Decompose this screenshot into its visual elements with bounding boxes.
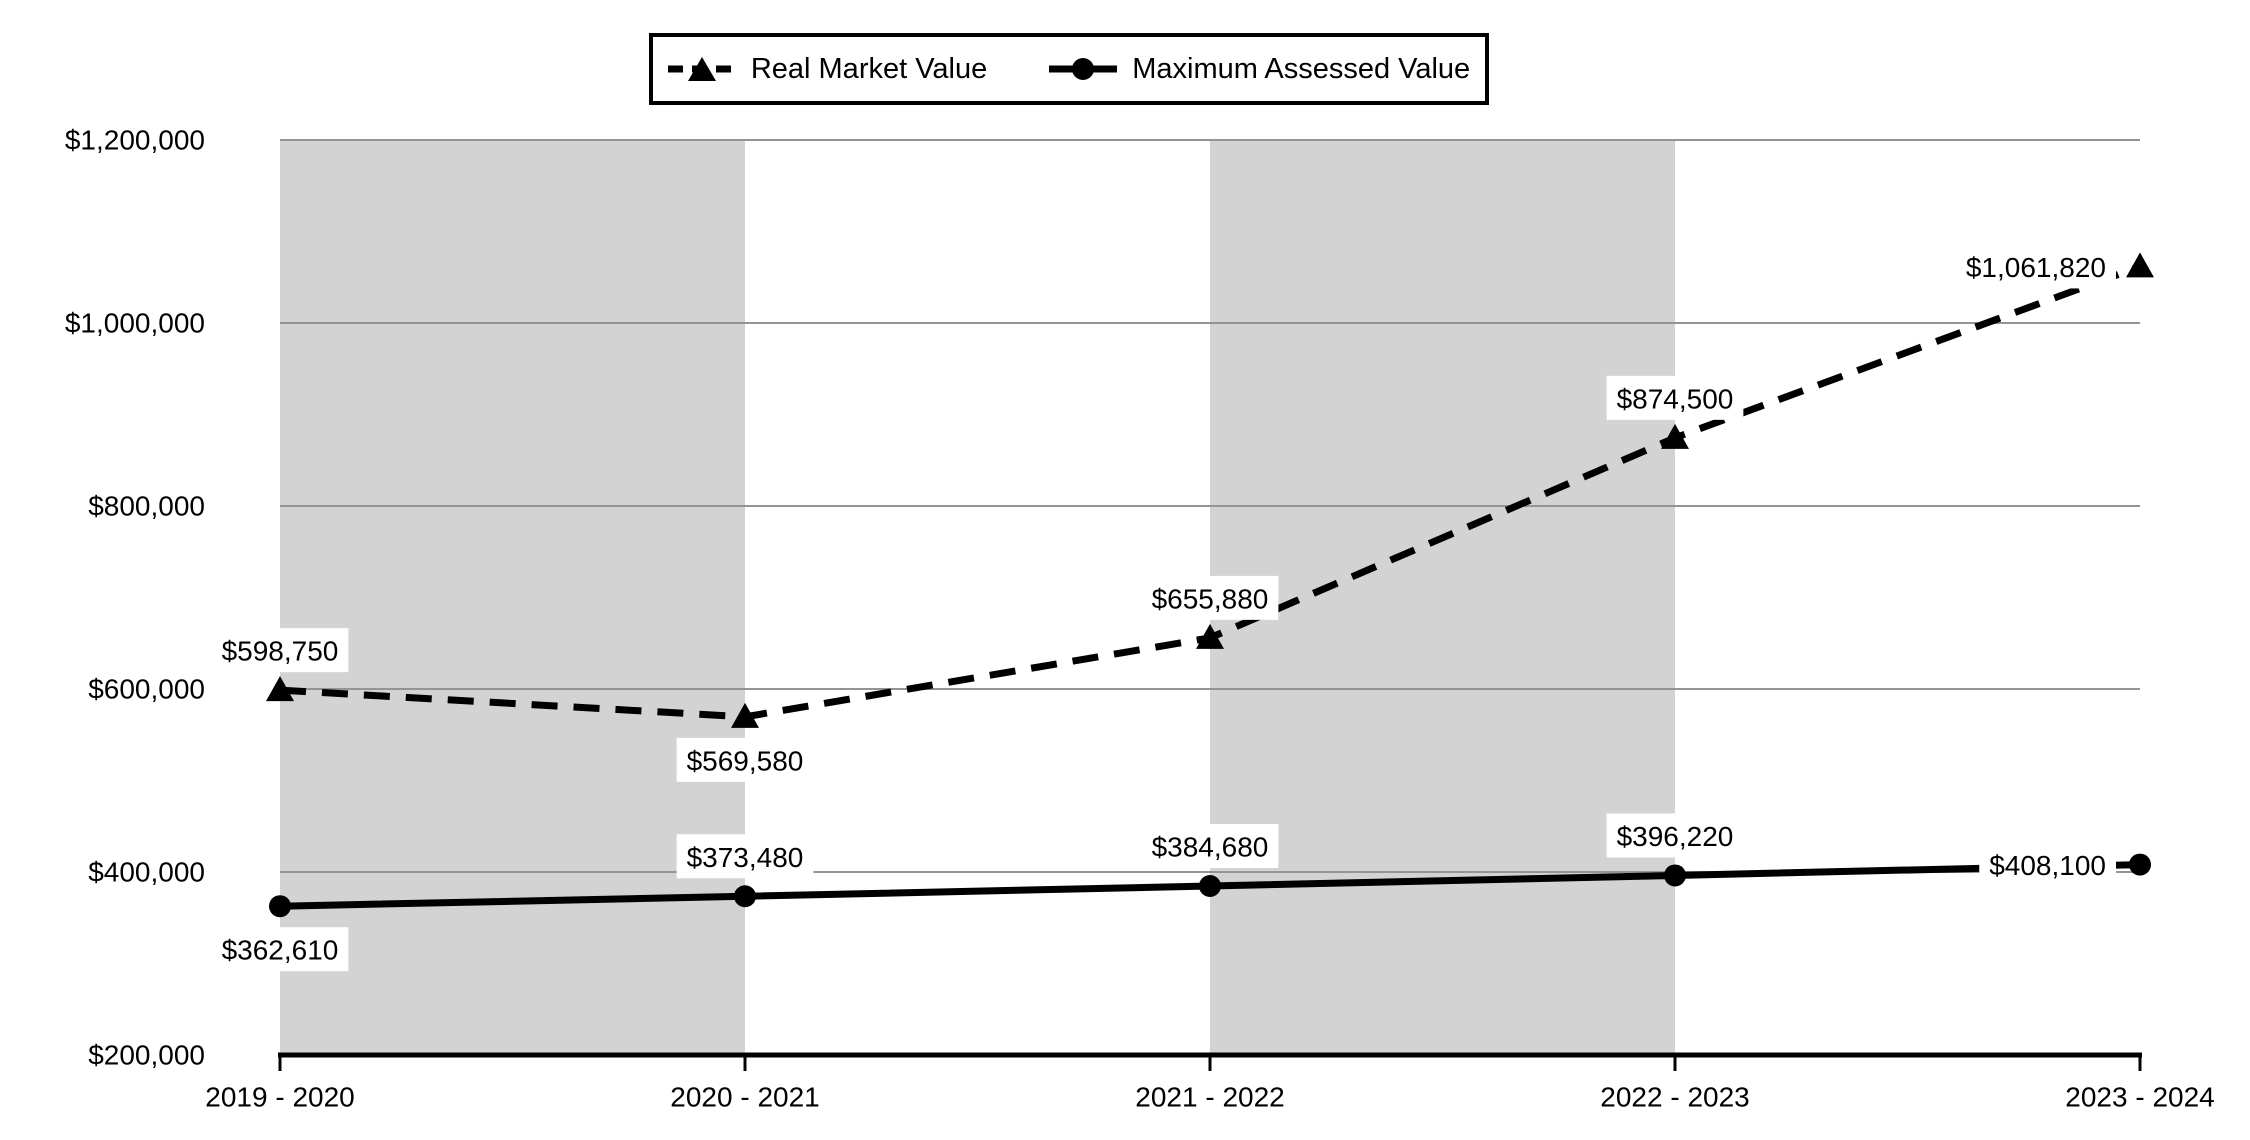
y-axis-tick-label: $200,000	[88, 1040, 205, 1071]
plot-band	[1210, 140, 1675, 1055]
data-label-text: $373,480	[687, 842, 804, 873]
data-label: $874,500	[1606, 375, 1744, 420]
triangle-marker	[1661, 423, 1689, 449]
data-label-background	[1141, 824, 1279, 869]
data-label-text: $384,680	[1152, 832, 1269, 863]
data-label-text: $598,750	[222, 636, 339, 667]
circle-marker	[2129, 853, 2151, 876]
triangle-marker	[1196, 623, 1224, 649]
data-label: $396,220	[1606, 813, 1744, 858]
circle-marker	[1664, 864, 1686, 887]
y-axis-tick-label: $1,200,000	[65, 125, 205, 156]
data-label-text: $1,061,820	[1966, 252, 2106, 283]
data-label-background	[211, 927, 349, 972]
legend: Real Market Value Maximum Assessed Value	[649, 33, 1489, 105]
x-axis-category-label: 2022 - 2023	[1600, 1082, 1749, 1113]
data-label-background	[676, 737, 814, 782]
x-axis-category-label: 2019 - 2020	[205, 1082, 354, 1113]
data-label-text: $569,580	[687, 745, 804, 776]
data-label-background	[1141, 575, 1279, 620]
x-axis-category-label: 2021 - 2022	[1135, 1082, 1284, 1113]
legend-label: Maximum Assessed Value	[1132, 52, 1471, 85]
circle-marker	[269, 895, 291, 918]
data-label: $655,880	[1141, 575, 1279, 620]
triangle-marker	[266, 676, 294, 702]
x-axis-category-label: 2023 - 2024	[2065, 1082, 2214, 1113]
data-label-text: $362,610	[222, 935, 339, 966]
data-label: $373,480	[676, 834, 814, 879]
data-label-background	[211, 628, 349, 673]
data-label-background	[1979, 842, 2116, 887]
y-axis-tick-label: $600,000	[88, 674, 205, 705]
solid-line-circle-icon	[1049, 58, 1118, 80]
x-axis-category-label: 2020 - 2021	[670, 1082, 819, 1113]
plot-band	[280, 140, 745, 1055]
data-label-background	[1606, 375, 1744, 420]
data-label: $362,610	[211, 927, 349, 972]
circle-marker	[734, 885, 756, 908]
data-label-text: $655,880	[1152, 583, 1269, 614]
data-label: $598,750	[211, 628, 349, 673]
legend-item-real-market-value: Real Market Value	[667, 52, 988, 86]
triangle-marker	[731, 702, 759, 728]
data-label-text: $874,500	[1617, 383, 1734, 414]
data-label-text: $408,100	[1989, 850, 2106, 881]
y-axis-tick-label: $800,000	[88, 491, 205, 522]
data-label-background	[1606, 813, 1744, 858]
triangle-marker	[2126, 252, 2154, 278]
dashed-line-triangle-icon	[667, 57, 736, 81]
data-label-background	[1955, 244, 2116, 289]
circle-marker	[1199, 875, 1221, 898]
y-axis-tick-label: $400,000	[88, 857, 205, 888]
legend-item-maximum-assessed-value: Maximum Assessed Value	[1049, 53, 1470, 86]
data-label: $384,680	[1141, 824, 1279, 869]
y-axis-tick-label: $1,000,000	[65, 308, 205, 339]
data-label: $569,580	[676, 737, 814, 782]
data-label-background	[676, 834, 814, 879]
data-label: $1,061,820	[1955, 244, 2116, 289]
legend-label: Real Market Value	[750, 52, 988, 85]
data-label-text: $396,220	[1617, 821, 1734, 852]
data-label: $408,100	[1979, 842, 2116, 887]
